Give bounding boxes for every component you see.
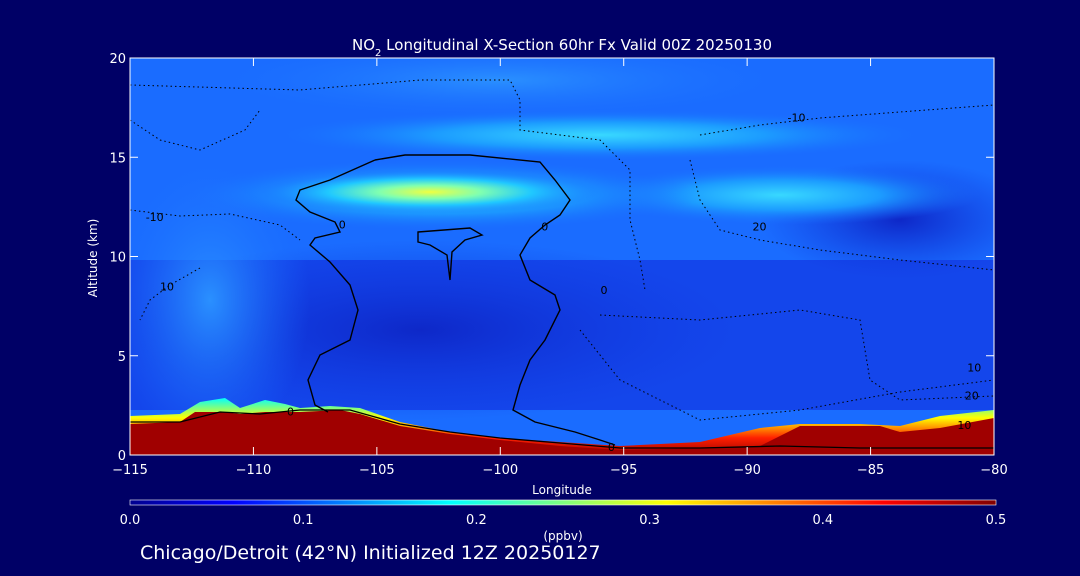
x-tick-label: −105 [359,463,395,478]
no2-plume-core [260,170,600,214]
right-cyan-layer [580,165,980,225]
contour-label: 0 [287,405,294,418]
y-axis-label: Altitude (km) [86,219,100,298]
x-axis-label: Longitude [532,483,592,497]
colorbar-tick-label: 0.3 [639,513,660,528]
contour-label: -10 [146,211,164,224]
x-tick-label: −80 [980,463,1007,478]
dotted-contours [130,79,994,421]
upper-no2-layer [270,109,930,161]
zero-contour [295,154,616,446]
colorbar [129,499,997,506]
y-tick-label: 0 [118,449,126,464]
footer-caption: Chicago/Detroit (42°N) Initialized 12Z 2… [140,542,601,564]
colorbar-ticks: 0.0 0.1 0.2 0.3 0.4 0.5 [120,513,1007,528]
x-tick-label: −115 [112,463,148,478]
boundary-layer-core [130,410,994,455]
contour-label: -10 [788,112,806,125]
colorbar-tick-label: 0.2 [466,513,487,528]
y-tick-label: 5 [118,350,126,365]
chart-title: NO2 Longitudinal X-Section 60hr Fx Valid… [352,36,772,59]
contour-label: 10 [957,419,971,432]
contour-label: 0 [600,284,607,297]
contour-label: 20 [965,389,979,402]
contour-labels: -10 -10 0 0 20 10 0 0 10 20 10 0 [146,112,982,455]
x-axis: −115 −110 −105 −100 −95 −90 −85 −80 [112,58,1008,478]
inner-contour [417,227,484,281]
colorbar-tick-label: 0.4 [812,513,833,528]
y-tick-label: 10 [109,251,126,266]
x-tick-label: −95 [610,463,637,478]
x-tick-label: −85 [857,463,884,478]
colorbar-tick-label: 0.1 [293,513,314,528]
contour-label: 0 [608,441,615,454]
y-tick-label: 20 [109,52,126,67]
contour-label: 10 [967,362,981,375]
left-light-region [130,150,310,450]
colorbar-tick-label: 0.5 [986,513,1007,528]
terrain-line [130,409,994,449]
contour-label: 20 [752,221,766,234]
x-tick-label: −110 [236,463,272,478]
x-tick-label: −100 [482,463,518,478]
contour-label: 0 [541,221,548,234]
heatmap-plot-area: -10 -10 0 0 20 10 0 0 10 20 10 0 [130,58,994,455]
y-tick-label: 15 [109,151,126,166]
colorbar-tick-label: 0.0 [120,513,141,528]
contour-label: 10 [160,280,174,293]
upper-light-region [200,58,800,120]
x-tick-label: −90 [733,463,760,478]
y-axis: 0 5 10 15 20 [109,52,994,464]
contour-label: 0 [339,219,346,232]
colorbar-label: (ppbv) [543,529,582,543]
